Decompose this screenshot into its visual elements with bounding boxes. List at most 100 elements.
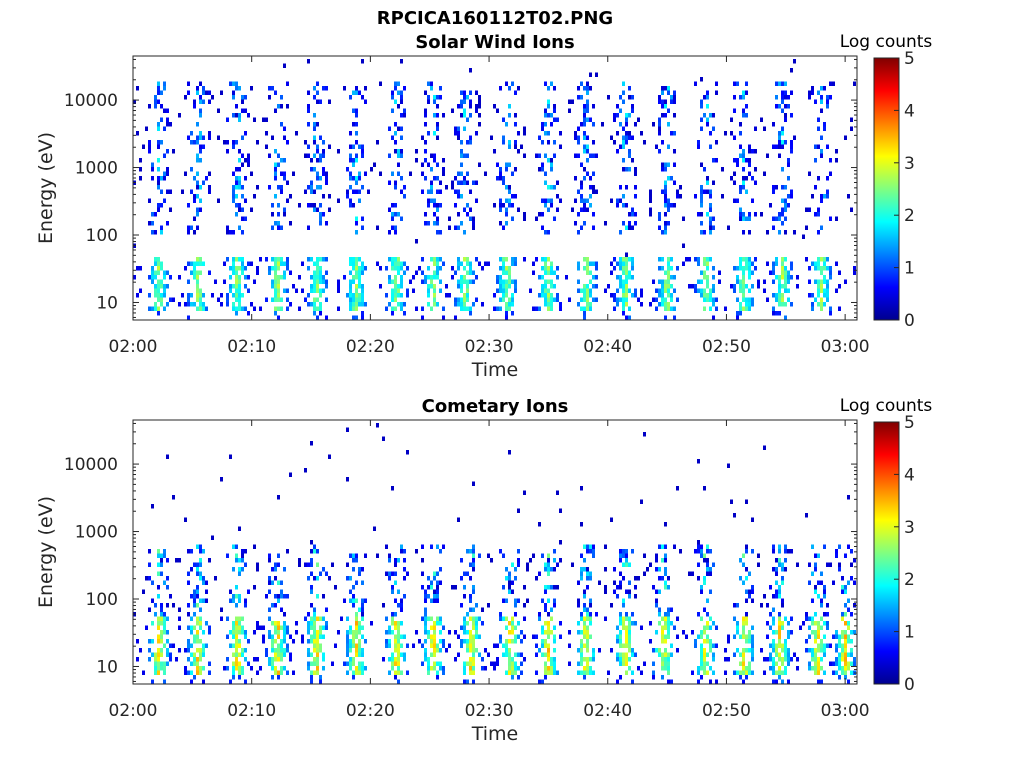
heatmap-cell [511, 666, 514, 671]
heatmap-cell [535, 670, 538, 675]
heatmap-cell [658, 216, 661, 221]
heatmap-cell [460, 275, 463, 280]
heatmap-cell [670, 643, 673, 648]
heatmap-cell [388, 571, 391, 576]
heatmap-cell [745, 670, 748, 675]
heatmap-cell [466, 612, 469, 617]
heatmap-cell [706, 176, 709, 181]
heatmap-cell [316, 576, 319, 581]
heatmap-cell [628, 634, 631, 639]
heatmap-cell [538, 167, 541, 172]
heatmap-cell [166, 585, 169, 590]
heatmap-cell [787, 203, 790, 208]
heatmap-cell [391, 203, 394, 208]
heatmap-cell [820, 648, 823, 653]
heatmap-cell [778, 612, 781, 617]
heatmap-cell [406, 571, 409, 576]
heatmap-cell [781, 621, 784, 626]
heatmap-cell [790, 68, 793, 73]
heatmap-cell [427, 189, 430, 194]
heatmap-cell [262, 634, 265, 639]
heatmap-cell [436, 221, 439, 226]
heatmap-cell [289, 302, 292, 307]
heatmap-cell [274, 562, 277, 567]
heatmap-cell [775, 297, 778, 302]
heatmap-cell [400, 293, 403, 298]
heatmap-cell [349, 297, 352, 302]
heatmap-cell [595, 72, 598, 77]
heatmap-cell [436, 571, 439, 576]
heatmap-cell [394, 180, 397, 185]
heatmap-cell [364, 86, 367, 91]
heatmap-cell [580, 122, 583, 127]
heatmap-cell [325, 257, 328, 262]
heatmap-cell [670, 176, 673, 181]
heatmap-cell [232, 140, 235, 145]
heatmap-cell [739, 558, 742, 563]
heatmap-cell [382, 603, 385, 608]
heatmap-cell [430, 284, 433, 289]
heatmap-cell [625, 652, 628, 657]
heatmap-cell [604, 288, 607, 293]
heatmap-cell [421, 585, 424, 590]
heatmap-cell [157, 657, 160, 662]
y-tick-label: 1000 [75, 523, 118, 543]
heatmap-cell [760, 117, 763, 122]
heatmap-cell [436, 95, 439, 100]
heatmap-cell [775, 81, 778, 86]
heatmap-cell [622, 562, 625, 567]
heatmap-cell [316, 266, 319, 271]
heatmap-cell [217, 198, 220, 203]
heatmap-cell [712, 113, 715, 118]
heatmap-cell [280, 657, 283, 662]
heatmap-cell [511, 670, 514, 675]
heatmap-cell [841, 643, 844, 648]
heatmap-cell [235, 176, 238, 181]
heatmap-cell [520, 661, 523, 666]
heatmap-cell [820, 149, 823, 154]
heatmap-cell [622, 616, 625, 621]
heatmap-cell [349, 643, 352, 648]
heatmap-cell [283, 625, 286, 630]
heatmap-cell [391, 288, 394, 293]
heatmap-cell [313, 643, 316, 648]
heatmap-cell [733, 616, 736, 621]
heatmap-cell [544, 639, 547, 644]
heatmap-cell [349, 284, 352, 289]
colorbar-tick-label: 2 [904, 206, 915, 226]
heatmap-cell [778, 212, 781, 217]
heatmap-cell [448, 225, 451, 230]
heatmap-cell [754, 257, 757, 262]
heatmap-cell [694, 639, 697, 644]
heatmap-cell [790, 189, 793, 194]
heatmap-cell [586, 207, 589, 212]
heatmap-cell [502, 135, 505, 140]
heatmap-cell [241, 630, 244, 635]
heatmap-cell [466, 297, 469, 302]
heatmap-cell [163, 666, 166, 671]
heatmap-cell [469, 113, 472, 118]
heatmap-cell [472, 657, 475, 662]
heatmap-cell [499, 167, 502, 172]
heatmap-cell [460, 162, 463, 167]
heatmap-cell [337, 306, 340, 311]
heatmap-cell [502, 117, 505, 122]
heatmap-cell [436, 594, 439, 599]
heatmap-cell [817, 126, 820, 131]
heatmap-cell [634, 585, 637, 590]
heatmap-cell [583, 288, 586, 293]
heatmap-cell [160, 266, 163, 271]
heatmap-cell [544, 284, 547, 289]
heatmap-cell [835, 216, 838, 221]
heatmap-cell [493, 643, 496, 648]
heatmap-cell [433, 203, 436, 208]
heatmap-cell [814, 630, 817, 635]
heatmap-cell [319, 675, 322, 680]
heatmap-cell [478, 95, 481, 100]
heatmap-cell [433, 293, 436, 298]
heatmap-cell [355, 261, 358, 266]
heatmap-cell [838, 661, 841, 666]
heatmap-cell [541, 198, 544, 203]
heatmap-cell [307, 648, 310, 653]
heatmap-cell [724, 670, 727, 675]
